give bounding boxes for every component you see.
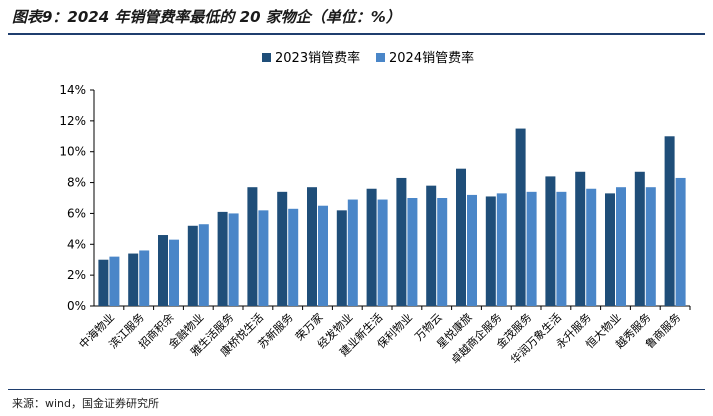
bar-2024: [586, 188, 597, 306]
x-axis-labels: 中海物业滨江服务招商积余金融物业雅生活服务康桥悦生活苏新服务荣万家经发物业建业新…: [76, 310, 683, 367]
bar-2023: [187, 225, 198, 306]
bar-2024: [347, 199, 358, 306]
y-tick-label: 0%: [67, 299, 86, 313]
chart-bars: [98, 128, 686, 306]
bar-2024: [258, 210, 269, 306]
y-tick-label: 4%: [67, 237, 86, 251]
source-note: 来源：wind，国金证券研究所: [12, 397, 160, 410]
y-tick-label: 6%: [67, 206, 86, 220]
bar-2024: [169, 239, 179, 306]
bar-2024: [467, 194, 477, 306]
bar-2024: [318, 205, 328, 306]
bar-2024: [437, 198, 448, 306]
bar-2023: [426, 185, 437, 306]
bar-2023: [396, 177, 407, 306]
bar-2024: [675, 177, 686, 306]
bar-2023: [217, 211, 228, 306]
bar-2024: [377, 199, 388, 306]
y-tick-label: 2%: [67, 268, 86, 282]
bar-2023: [336, 210, 347, 306]
bar-2023: [247, 187, 258, 306]
bar-2023: [366, 188, 377, 306]
legend-swatch: [376, 53, 385, 62]
bar-2023: [456, 168, 466, 306]
bar-chart: 2023销管费率 2024销管费率 0% 2% 4% 6% 8% 10% 12% 14% 中海物…: [59, 50, 691, 367]
source-divider: [8, 389, 705, 390]
bar-2024: [139, 250, 150, 306]
bar-2023: [605, 193, 615, 306]
bar-2023: [277, 191, 288, 306]
y-tick-label: 8%: [67, 176, 86, 190]
y-tick-label: 12%: [59, 114, 86, 128]
bar-2024: [526, 191, 537, 306]
bar-2023: [485, 196, 496, 306]
bar-2023: [128, 253, 139, 306]
bar-2023: [545, 176, 556, 306]
bar-2024: [645, 187, 656, 306]
bar-2023: [158, 235, 168, 306]
y-tick-label: 10%: [59, 145, 86, 159]
bar-2023: [575, 171, 586, 306]
bar-2023: [307, 187, 317, 306]
chart-title: 图表9：2024 年销管费率最低的 20 家物企（单位：%）: [12, 8, 401, 26]
bar-2023: [515, 128, 526, 306]
chart-legend: 2023销管费率 2024销管费率: [262, 50, 474, 66]
bar-2024: [496, 193, 507, 306]
bar-2024: [109, 256, 120, 306]
bar-2024: [198, 224, 209, 306]
bar-2023: [634, 171, 645, 306]
legend-swatch: [262, 53, 271, 62]
bar-2023: [664, 136, 675, 306]
bar-2024: [288, 208, 299, 306]
title-divider: [8, 33, 705, 35]
bar-2024: [228, 213, 239, 306]
bar-2023: [98, 259, 109, 306]
legend-label: 2023销管费率: [275, 50, 360, 66]
y-tick-label: 14%: [59, 83, 86, 97]
bar-2024: [407, 198, 418, 306]
legend-label: 2024销管费率: [389, 50, 474, 66]
bar-2024: [616, 187, 626, 306]
bar-2024: [556, 191, 567, 306]
